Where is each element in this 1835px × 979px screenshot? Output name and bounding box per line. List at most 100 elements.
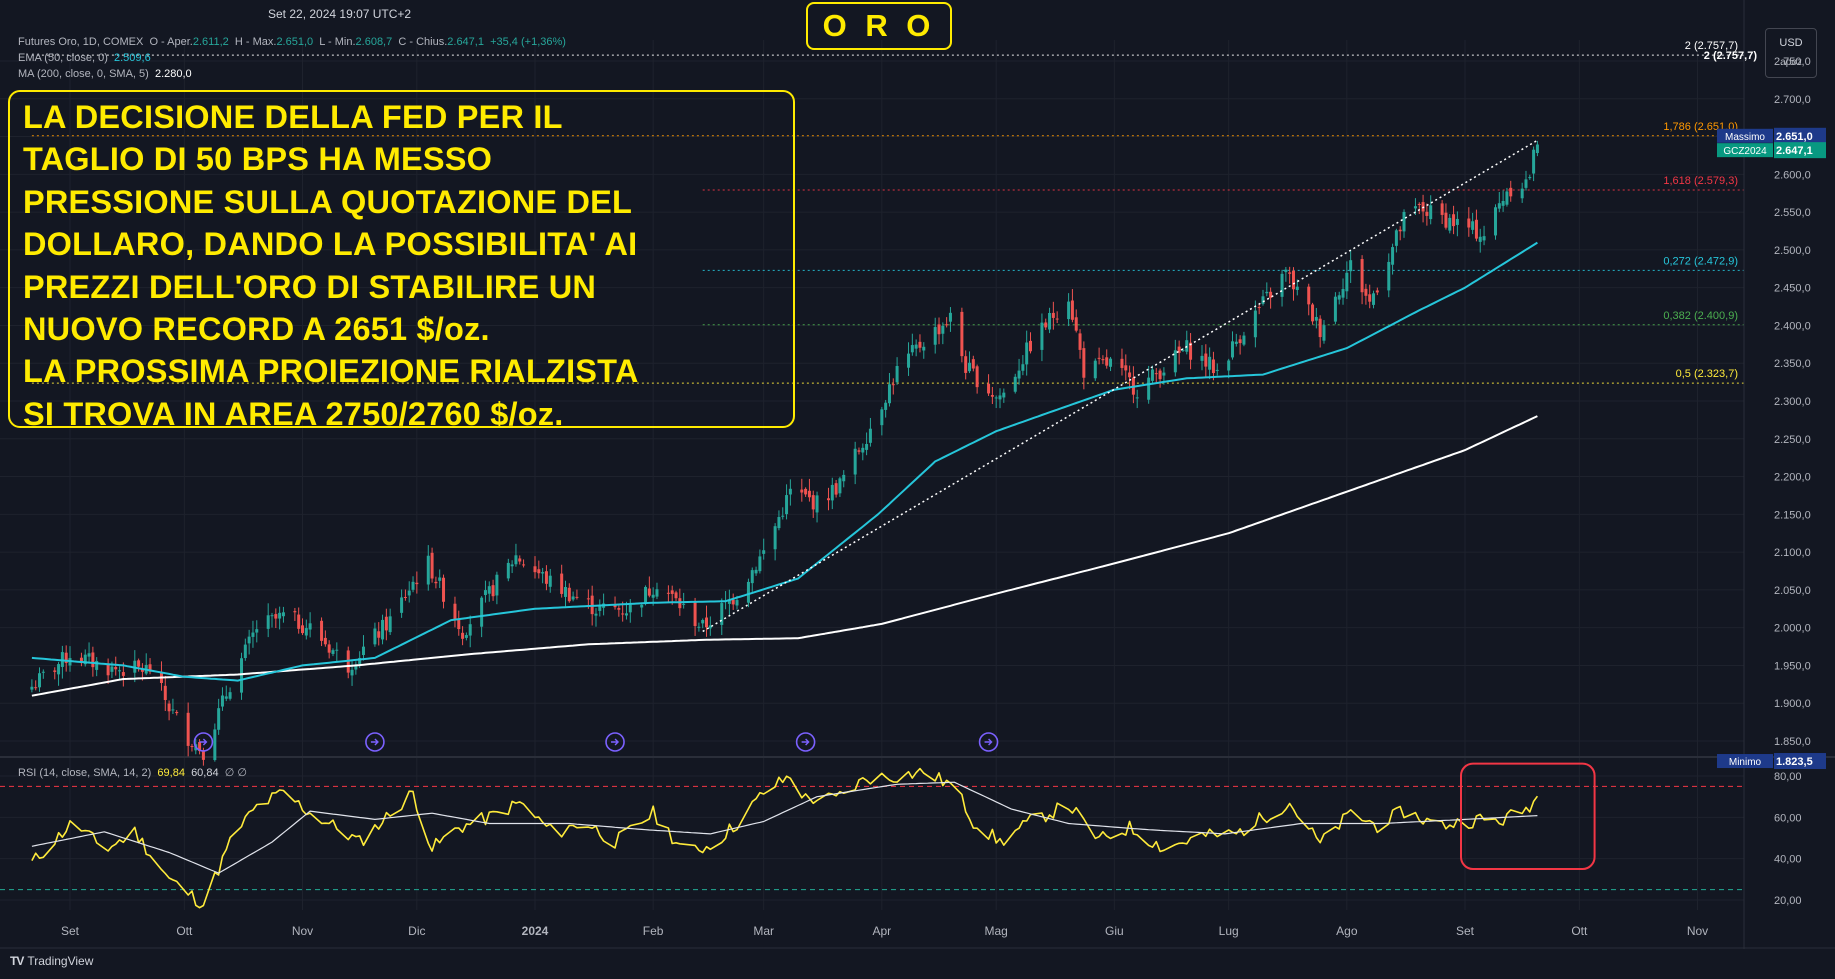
event-marker-arrow [801, 738, 810, 746]
candle-body [175, 711, 179, 714]
note-line: PRESSIONE SULLA QUOTAZIONE DEL [23, 183, 633, 220]
price-tick-label: 2.700,0 [1774, 94, 1811, 106]
candle-body [1261, 296, 1265, 304]
candle-body [91, 652, 95, 668]
price-tick-label: 2.600,0 [1774, 169, 1811, 181]
candle-body [1070, 300, 1074, 320]
candle-body [1189, 342, 1193, 360]
candle-body [708, 625, 712, 629]
candle-body [1413, 206, 1417, 209]
candle-body [331, 650, 335, 654]
price-tag-name-bg [1717, 143, 1773, 158]
candle-body [121, 672, 125, 676]
price-tag-name-bg [1717, 754, 1773, 769]
candle-body [358, 657, 362, 664]
candle-body [1231, 341, 1234, 358]
time-tick-label: Mag [985, 924, 1008, 938]
candle-body [266, 615, 270, 629]
candle-body [1078, 333, 1082, 350]
candle-body [64, 652, 68, 663]
rsi-legend[interactable]: RSI (14, close, SMA, 14, 2) 69,84 60,84 … [18, 766, 247, 779]
candle-body [468, 624, 472, 636]
candle-body [815, 495, 819, 513]
candle-body [457, 619, 461, 630]
candle-body [1120, 358, 1124, 368]
candle-body [461, 632, 465, 639]
price-tick-label: 1.850,0 [1774, 736, 1811, 748]
open-value: 2.611,2 [192, 36, 229, 48]
fib-level-label: 0,382 (2.400,9) [1663, 310, 1738, 322]
candle-body [1002, 392, 1006, 398]
time-tick-label: Set [1456, 924, 1475, 938]
candle-body [655, 589, 659, 597]
event-marker-icon[interactable] [193, 732, 214, 752]
candle-body [140, 668, 144, 672]
high-label: H - Max. [234, 36, 277, 48]
candle-body [483, 590, 487, 596]
candle-body [95, 660, 99, 670]
time-tick-label: Ago [1336, 924, 1358, 938]
candle-body [727, 599, 731, 604]
candle-body [1535, 144, 1539, 154]
candle-body [1417, 203, 1421, 205]
tradingview-logo[interactable]: TV TradingView [10, 954, 93, 968]
ema-legend[interactable]: EMA (50, close, 0) 2.509,6 [18, 52, 151, 64]
ema-value: 2.509,6 [114, 52, 151, 64]
candle-body [1013, 376, 1017, 392]
candle-body [87, 653, 91, 657]
candle-body [1520, 188, 1524, 199]
currency-unit-button[interactable]: USD apoz [1765, 28, 1817, 78]
candle-body [1322, 325, 1326, 341]
event-marker-icon[interactable] [795, 732, 816, 752]
candle-body [293, 611, 297, 613]
candle-body [857, 450, 861, 452]
note-line: LA DECISIONE DELLA FED PER IL [23, 99, 563, 135]
candle-body [697, 626, 701, 628]
candle-body [960, 311, 964, 357]
candle-body [781, 515, 785, 517]
symbol-legend[interactable]: Futures Oro, 1D, COMEX O - Aper.2.611,2 … [18, 36, 566, 48]
ma-label: MA (200, close, 0, SMA, 5) [18, 68, 149, 80]
candle-body [407, 590, 411, 596]
candle-body [1474, 219, 1478, 239]
candle-body [1455, 218, 1459, 225]
time-tick-label: Set [61, 924, 80, 938]
candle-body [228, 692, 232, 699]
candle-body [990, 395, 994, 397]
chart-datetime: Set 22, 2024 19:07 UTC+2 [268, 7, 412, 21]
time-tick-label: Mar [753, 924, 774, 938]
candle-body [1295, 286, 1299, 291]
event-marker-icon[interactable] [978, 732, 999, 752]
candle-body [83, 654, 87, 665]
ma-legend[interactable]: MA (200, close, 0, SMA, 5) 2.280,0 [18, 68, 192, 80]
candle-body [518, 558, 522, 562]
candle-body [1208, 356, 1212, 370]
event-marker-icon[interactable] [365, 732, 385, 752]
candle-body [1360, 259, 1364, 293]
event-marker-icon[interactable] [605, 732, 625, 752]
candle-body [361, 646, 365, 656]
open-label: O - Aper. [149, 36, 193, 48]
candle-body [1452, 214, 1456, 227]
candle-body [1124, 365, 1128, 371]
candle-body [590, 595, 594, 615]
candle-body [674, 592, 678, 599]
candle-body [1307, 286, 1311, 305]
candle-body [994, 397, 998, 399]
rsi-ma-value: 60,84 [191, 767, 219, 779]
candle-body [705, 617, 709, 628]
candle-body [274, 614, 278, 619]
candle-body [1040, 322, 1044, 350]
price-tag-value: 2.647,1 [1776, 145, 1813, 157]
candle-body [247, 636, 251, 644]
close-label: C - Chius. [398, 36, 448, 48]
candle-body [411, 581, 415, 590]
candle-body [567, 587, 571, 602]
candle-body [807, 490, 811, 498]
candle-body [79, 657, 83, 664]
price-tick-label: 2.400,0 [1774, 320, 1811, 332]
rsi-value: 69,84 [157, 767, 185, 779]
candle-body [510, 564, 514, 567]
